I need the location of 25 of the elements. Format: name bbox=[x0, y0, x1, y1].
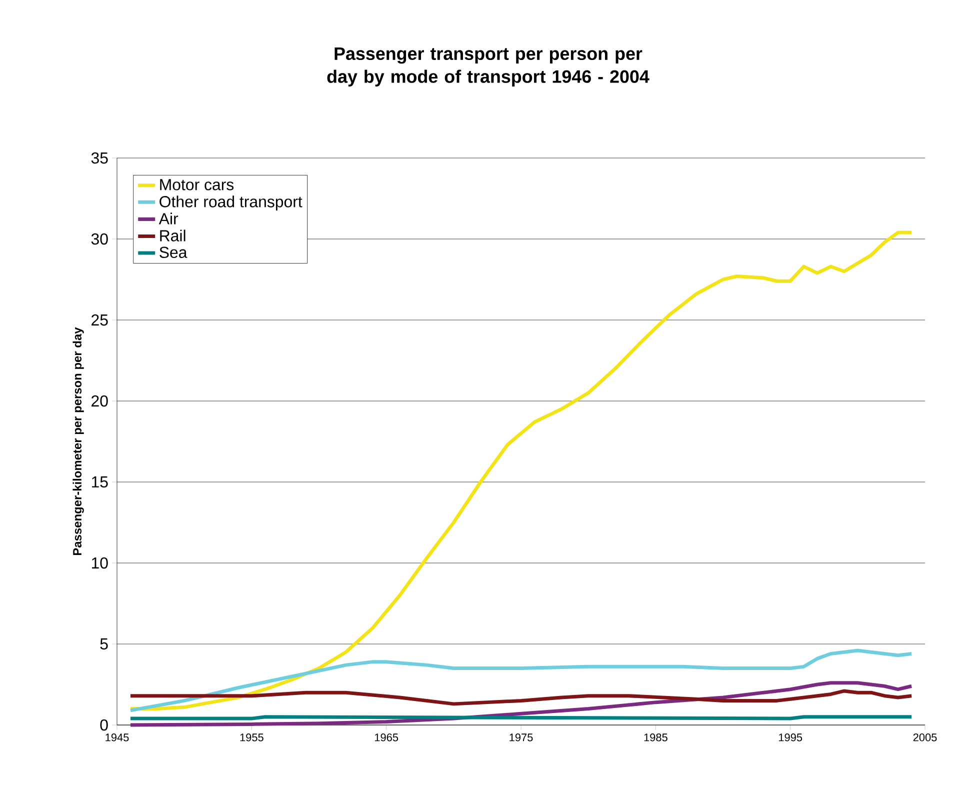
x-tick-label: 1955 bbox=[240, 734, 264, 742]
y-tick-label: 35 bbox=[91, 152, 108, 164]
y-tick-label: 5 bbox=[100, 638, 108, 650]
chart-title: Passenger transport per person per day by mode of transport 1946 - 2004 bbox=[327, 48, 650, 86]
legend-label: Sea bbox=[160, 246, 188, 258]
x-tick-label: 1965 bbox=[374, 734, 398, 742]
x-tick-label: 2005 bbox=[913, 734, 937, 742]
y-tick-label: 25 bbox=[92, 314, 108, 326]
line-series bbox=[128, 689, 914, 706]
legend-label: Air bbox=[158, 212, 178, 224]
legend-label: Rail bbox=[160, 230, 186, 242]
y-tick-label: 30 bbox=[91, 233, 108, 245]
y-axis-title: Passenger-kilometer per person per day bbox=[72, 327, 84, 555]
line-series bbox=[128, 230, 914, 711]
legend-label: Motor cars bbox=[160, 179, 234, 190]
y-tick-label: 0 bbox=[100, 719, 108, 731]
x-tick-label: 1985 bbox=[644, 734, 668, 742]
x-tick-label: 1945 bbox=[106, 734, 129, 742]
x-tick-label: 1975 bbox=[510, 734, 533, 742]
y-tick-label: 20 bbox=[92, 395, 108, 407]
y-tick-label: 15 bbox=[92, 476, 108, 488]
legend-label: Other road transport bbox=[160, 196, 302, 210]
line-series bbox=[128, 681, 914, 727]
y-tick-label: 10 bbox=[92, 557, 108, 569]
x-tick-label: 1995 bbox=[778, 734, 802, 742]
